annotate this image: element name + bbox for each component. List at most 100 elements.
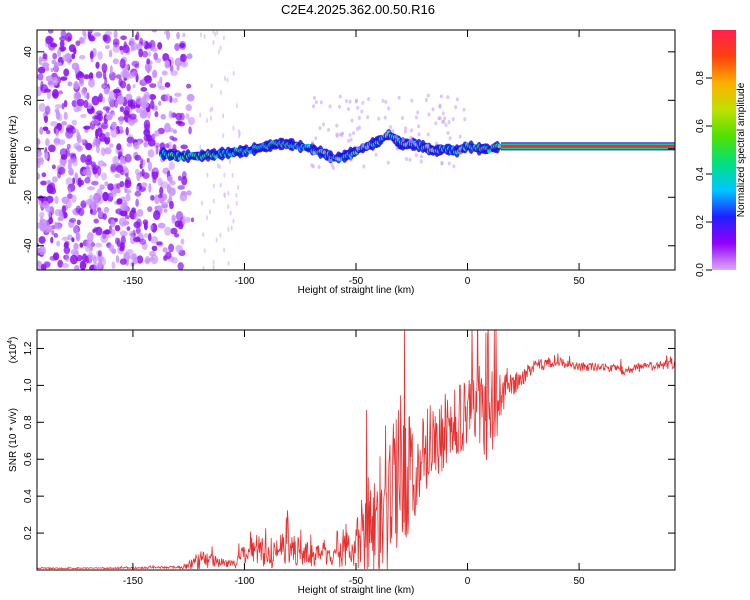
- heatmap-cell: [185, 104, 192, 112]
- heatmap-cell: [217, 49, 220, 55]
- heatmap-cell: [367, 96, 371, 101]
- heatmap-cell: [177, 262, 184, 270]
- heatmap-cell: [159, 76, 163, 83]
- heatmap-cell: [59, 47, 65, 52]
- heatmap-cell: [154, 111, 159, 118]
- heatmap-cell: [417, 124, 421, 129]
- heatmap-cell: [327, 158, 331, 163]
- heatmap-cell: [72, 225, 79, 235]
- snr-scale-label: (x104): [7, 337, 19, 364]
- heatmap-cell: [136, 172, 141, 182]
- heatmap-cell: [232, 125, 235, 131]
- heatmap-cell: [174, 43, 180, 51]
- x-tick-label: -150: [123, 576, 143, 587]
- heatmap-cell: [38, 56, 43, 65]
- heatmap-cell: [88, 72, 94, 81]
- heatmap-cell: [54, 104, 63, 109]
- heatmap-cell: [408, 157, 412, 162]
- heatmap-cell: [227, 260, 230, 266]
- heatmap-cell: [74, 145, 82, 150]
- spectrogram-y-label: Frequency (Hz): [8, 116, 19, 185]
- heatmap-cell: [439, 94, 443, 99]
- heatmap-cell: [348, 99, 352, 104]
- heatmap-cell: [136, 255, 144, 264]
- heatmap-cell: [170, 70, 179, 76]
- heatmap-cell: [426, 93, 430, 98]
- heatmap-cell: [116, 183, 121, 189]
- heatmap-cell: [95, 144, 100, 154]
- heatmap-cell: [328, 104, 332, 109]
- heatmap-cell: [76, 219, 81, 226]
- heatmap-cell: [91, 118, 100, 125]
- heatmap-cell: [397, 95, 401, 100]
- heatmap-cell: [98, 259, 103, 268]
- heatmap-cell: [46, 183, 54, 194]
- heatmap-cell: [147, 232, 152, 242]
- heatmap-cell: [63, 68, 70, 77]
- heatmap-cell: [82, 168, 90, 176]
- heatmap-cell: [135, 95, 142, 105]
- heatmap-cell: [151, 30, 158, 33]
- heatmap-cell: [59, 36, 67, 42]
- heatmap-cell: [54, 222, 58, 229]
- heatmap-cell: [149, 83, 157, 88]
- heatmap-cell: [164, 59, 170, 69]
- heatmap-cell: [414, 153, 418, 158]
- heatmap-cell: [335, 132, 339, 137]
- heatmap-cell: [119, 242, 125, 250]
- heatmap-cell: [216, 30, 219, 35]
- heatmap-cell: [119, 258, 127, 265]
- heatmap-cell: [86, 154, 92, 163]
- heatmap-cell: [404, 142, 408, 147]
- heatmap-cell: [99, 184, 105, 190]
- heatmap-cell: [312, 95, 316, 100]
- heatmap-cell: [161, 70, 168, 76]
- heatmap-cell: [48, 144, 56, 153]
- heatmap-cell: [219, 89, 222, 95]
- heatmap-cell: [218, 164, 221, 170]
- heatmap-cell: [128, 37, 135, 46]
- heatmap-cell: [199, 145, 202, 151]
- heatmap-cell: [45, 138, 50, 147]
- heatmap-cell: [50, 236, 54, 244]
- spectrogram-y-ticks: -40 -20 0 20 40: [23, 46, 675, 253]
- heatmap-cell: [391, 129, 395, 134]
- heatmap-cell: [63, 246, 71, 255]
- heatmap-cell: [203, 248, 206, 254]
- heatmap-cells: [37, 30, 675, 270]
- heatmap-cell: [120, 35, 127, 41]
- heatmap-cell: [160, 181, 169, 189]
- heatmap-cell: [81, 87, 87, 96]
- heatmap-cell: [163, 208, 168, 213]
- heatmap-cell: [206, 172, 209, 178]
- heatmap-cell: [175, 211, 184, 221]
- heatmap-cell: [134, 34, 138, 41]
- heatmap-cell: [178, 40, 187, 50]
- heatmap-cell: [61, 262, 70, 269]
- heatmap-cell: [134, 63, 140, 69]
- heatmap-cell: [110, 121, 117, 129]
- heatmap-cell: [60, 30, 67, 39]
- heatmap-cell: [210, 115, 213, 121]
- heatmap-cell: [169, 135, 175, 140]
- heatmap-cell: [443, 116, 447, 121]
- heatmap-cell: [40, 180, 47, 186]
- heatmap-cell: [96, 188, 103, 199]
- heatmap-cell: [75, 205, 82, 214]
- heatmap-cell: [444, 122, 448, 127]
- heatmap-cell: [93, 218, 99, 224]
- heatmap-cell: [147, 206, 153, 213]
- heatmap-cell: [188, 126, 192, 135]
- heatmap-cell: [74, 264, 80, 270]
- heatmap-cell: [53, 62, 58, 73]
- heatmap-cell: [64, 52, 72, 63]
- heatmap-cell: [118, 115, 124, 125]
- heatmap-cell: [88, 78, 95, 88]
- heatmap-cell: [314, 136, 318, 141]
- heatmap-cell: [141, 182, 148, 188]
- heatmap-cell: [45, 75, 54, 82]
- heatmap-cell: [347, 107, 351, 112]
- heatmap-cell: [151, 245, 158, 252]
- heatmap-cell: [45, 35, 53, 45]
- heatmap-cell: [60, 76, 68, 81]
